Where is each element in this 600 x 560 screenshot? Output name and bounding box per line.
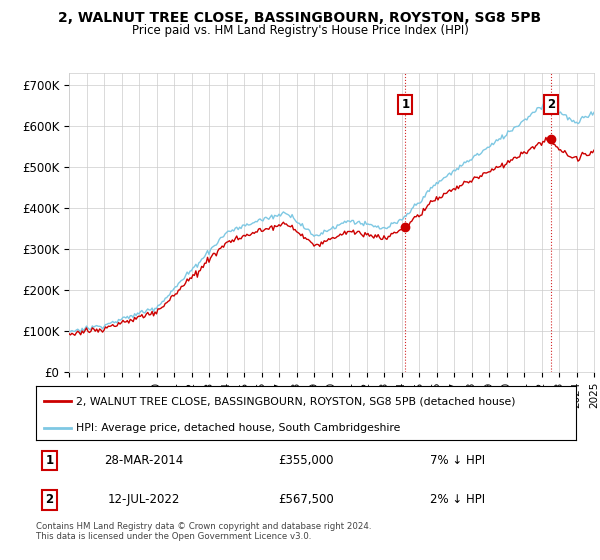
Text: 2: 2 xyxy=(46,493,53,506)
Text: 1: 1 xyxy=(401,98,409,111)
Text: 7% ↓ HPI: 7% ↓ HPI xyxy=(430,454,485,467)
Text: 1: 1 xyxy=(46,454,53,467)
Text: £355,000: £355,000 xyxy=(278,454,334,467)
Text: 2: 2 xyxy=(547,98,555,111)
Text: Price paid vs. HM Land Registry's House Price Index (HPI): Price paid vs. HM Land Registry's House … xyxy=(131,24,469,36)
Text: HPI: Average price, detached house, South Cambridgeshire: HPI: Average price, detached house, Sout… xyxy=(77,423,401,433)
Text: 2% ↓ HPI: 2% ↓ HPI xyxy=(430,493,485,506)
Text: £567,500: £567,500 xyxy=(278,493,334,506)
Text: 28-MAR-2014: 28-MAR-2014 xyxy=(104,454,184,467)
Text: 12-JUL-2022: 12-JUL-2022 xyxy=(108,493,180,506)
Text: 2, WALNUT TREE CLOSE, BASSINGBOURN, ROYSTON, SG8 5PB: 2, WALNUT TREE CLOSE, BASSINGBOURN, ROYS… xyxy=(58,11,542,25)
Text: Contains HM Land Registry data © Crown copyright and database right 2024.
This d: Contains HM Land Registry data © Crown c… xyxy=(36,522,371,542)
Text: 2, WALNUT TREE CLOSE, BASSINGBOURN, ROYSTON, SG8 5PB (detached house): 2, WALNUT TREE CLOSE, BASSINGBOURN, ROYS… xyxy=(77,396,516,407)
